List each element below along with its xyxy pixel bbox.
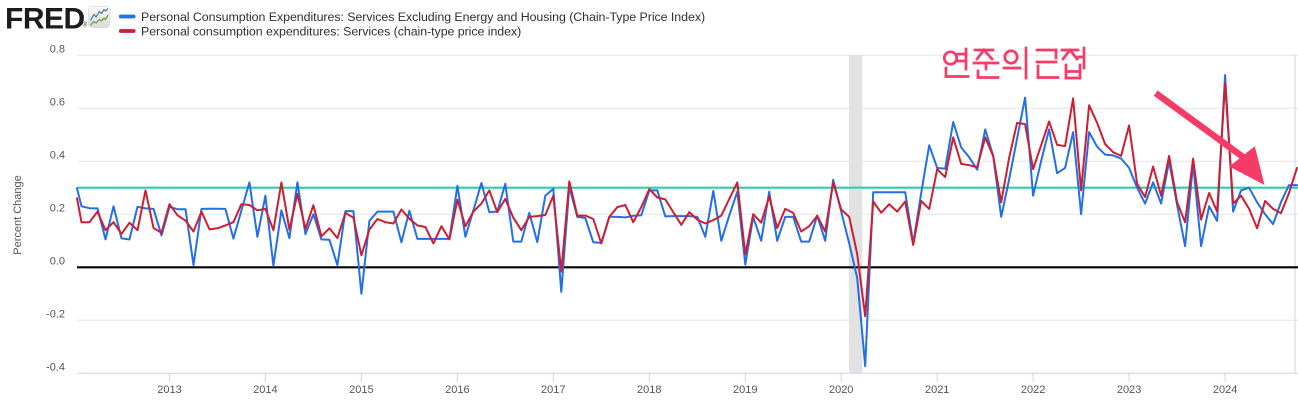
- svg-text:2024: 2024: [1213, 384, 1237, 396]
- svg-text:2013: 2013: [157, 384, 181, 396]
- svg-text:2018: 2018: [637, 384, 661, 396]
- svg-text:2017: 2017: [541, 384, 565, 396]
- svg-text:0.8: 0.8: [50, 44, 65, 56]
- svg-text:2016: 2016: [445, 384, 469, 396]
- svg-text:2019: 2019: [733, 384, 757, 396]
- svg-text:0.2: 0.2: [50, 203, 65, 215]
- svg-text:0.4: 0.4: [50, 150, 65, 162]
- svg-text:Personal consumption expenditu: Personal consumption expenditures: Servi…: [141, 25, 521, 39]
- svg-text:2023: 2023: [1117, 384, 1141, 396]
- svg-text:2015: 2015: [349, 384, 373, 396]
- svg-text:-0.2: -0.2: [46, 309, 65, 321]
- svg-text:Personal Consumption Expenditu: Personal Consumption Expenditures: Servi…: [141, 10, 705, 24]
- svg-text:0.0: 0.0: [50, 256, 65, 268]
- svg-text:FRED: FRED: [5, 3, 85, 36]
- svg-text:2022: 2022: [1021, 384, 1045, 396]
- svg-text:-0.4: -0.4: [46, 362, 65, 374]
- svg-text:Percent Change: Percent Change: [12, 175, 24, 255]
- svg-text:2020: 2020: [829, 384, 853, 396]
- svg-text:0.6: 0.6: [50, 97, 65, 109]
- svg-text:2021: 2021: [925, 384, 949, 396]
- svg-text:2014: 2014: [253, 384, 277, 396]
- svg-text:®: ®: [83, 21, 88, 29]
